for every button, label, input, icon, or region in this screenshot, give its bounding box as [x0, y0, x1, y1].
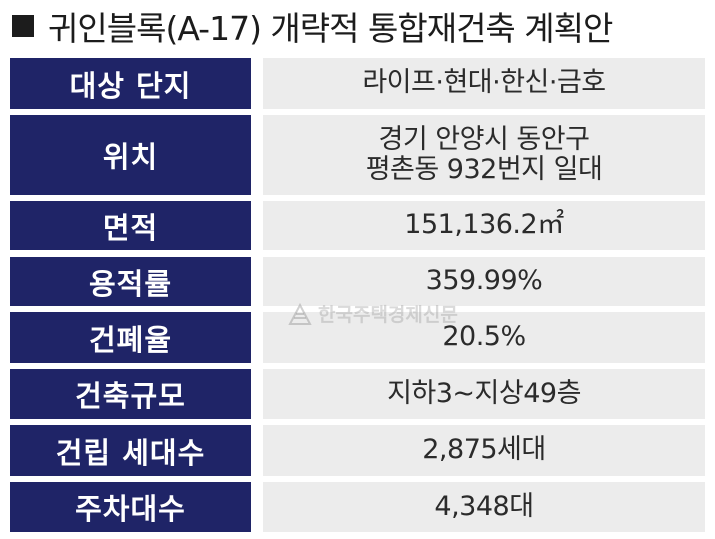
row-label: 주차대수	[10, 482, 251, 532]
table-row: 주차대수 4,348대	[10, 482, 705, 532]
row-value: 2,875세대	[263, 425, 705, 476]
row-value-line: 20.5%	[442, 321, 526, 353]
table-row: 건립 세대수 2,875세대	[10, 425, 705, 476]
page-title: 귀인블록(A-17) 개략적 통합재건축 계획안	[48, 9, 613, 48]
title-bar: 귀인블록(A-17) 개략적 통합재건축 계획안	[0, 0, 715, 52]
row-label: 면적	[10, 201, 251, 250]
row-value-line: 359.99%	[425, 265, 543, 297]
table-row: 건폐율 20.5%	[10, 312, 705, 363]
table-row: 대상 단지 라이프·현대·한신·금호	[10, 58, 705, 109]
row-label: 건폐율	[10, 312, 251, 363]
row-value-line: 151,136.2㎡	[404, 209, 564, 241]
row-value: 경기 안양시 동안구 평촌동 932번지 일대	[263, 115, 705, 195]
row-value: 359.99%	[263, 257, 705, 306]
row-label: 용적률	[10, 257, 251, 306]
square-bullet-icon	[12, 15, 34, 37]
row-value-line: 4,348대	[434, 490, 534, 522]
table-row: 건축규모 지하3∼지상49층	[10, 369, 705, 419]
row-label: 건축규모	[10, 369, 251, 419]
row-value-line: 2,875세대	[422, 434, 546, 466]
row-value-line: 지하3∼지상49층	[387, 377, 581, 409]
row-value: 라이프·현대·한신·금호	[263, 58, 705, 109]
row-value-line: 경기 안양시 동안구	[378, 123, 590, 155]
row-label: 위치	[10, 115, 251, 195]
row-value-line: 라이프·현대·한신·금호	[362, 67, 606, 99]
table-row: 용적률 359.99%	[10, 257, 705, 306]
table-row: 위치 경기 안양시 동안구 평촌동 932번지 일대	[10, 115, 705, 195]
row-value: 151,136.2㎡	[263, 201, 705, 250]
row-label: 건립 세대수	[10, 425, 251, 476]
row-value: 4,348대	[263, 482, 705, 532]
row-label: 대상 단지	[10, 58, 251, 109]
row-value: 20.5%	[263, 312, 705, 363]
row-value: 지하3∼지상49층	[263, 369, 705, 419]
row-value-line: 평촌동 932번지 일대	[365, 154, 603, 185]
table-row: 면적 151,136.2㎡	[10, 201, 705, 250]
